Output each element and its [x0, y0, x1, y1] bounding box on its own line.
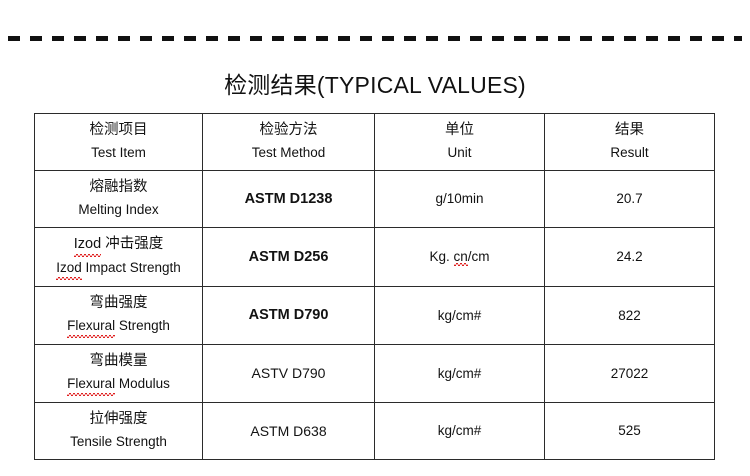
page-title: 检测结果(TYPICAL VALUES)	[224, 72, 526, 98]
cell-test-method: ASTM D638	[202, 402, 375, 460]
header-result-cn: 结果	[615, 122, 644, 138]
cell-test-method: ASTM D1238	[202, 170, 375, 228]
header-cell-unit: 单位 Unit	[374, 113, 545, 171]
table-row: 熔融指数 Melting Index ASTM D1238 g/10min 20…	[34, 170, 715, 228]
test-item-cn: 熔融指数	[89, 179, 148, 195]
test-method-value: ASTM D256	[248, 248, 329, 265]
dashed-cut-line	[8, 36, 742, 41]
table-row: Izod 冲击强度 Izod Impact Strength ASTM D256…	[34, 227, 715, 287]
table-row: 弯曲强度 Flexural Strength ASTM D790 kg/cm# …	[34, 286, 715, 345]
cell-result: 525	[544, 402, 715, 460]
header-cell-test-item: 检测项目 Test Item	[34, 113, 203, 171]
table-row: 弯曲模量 Flexural Modulus ASTV D790 kg/cm# 2…	[34, 344, 715, 403]
cell-test-item: 熔融指数 Melting Index	[34, 170, 203, 228]
cell-test-item: 弯曲强度 Flexural Strength	[34, 286, 203, 345]
header-unit-en: Unit	[447, 145, 472, 160]
cell-test-item: Izod 冲击强度 Izod Impact Strength	[34, 227, 203, 287]
cell-test-method: ASTV D790	[202, 344, 375, 403]
header-cell-result: 结果 Result	[544, 113, 715, 171]
cell-test-item: 弯曲模量 Flexural Modulus	[34, 344, 203, 403]
test-method-value: ASTM D1238	[244, 190, 333, 207]
header-test-method-en: Test Method	[251, 145, 326, 160]
cell-result: 24.2	[544, 227, 715, 287]
cell-result: 20.7	[544, 170, 715, 228]
header-cell-test-method: 检验方法 Test Method	[202, 113, 375, 171]
spellcheck-word: Flexural	[67, 374, 116, 396]
cell-unit: kg/cm#	[374, 344, 545, 403]
spellcheck-word: cn	[453, 248, 469, 266]
header-test-item-cn: 检测项目	[89, 122, 148, 138]
test-method-value: ASTV D790	[251, 365, 326, 381]
test-item-en: Flexural Strength	[39, 316, 198, 338]
test-item-en: Melting Index	[78, 202, 159, 217]
test-item-en: Izod Impact Strength	[39, 258, 198, 280]
test-item-cn: 拉伸强度	[89, 411, 148, 427]
cell-unit: kg/cm#	[374, 286, 545, 345]
spellcheck-word: Izod	[73, 234, 102, 257]
header-unit-cn: 单位	[445, 122, 474, 138]
header-test-item-en: Test Item	[91, 145, 146, 160]
spellcheck-word: Flexural	[67, 316, 116, 338]
test-item-cn: 弯曲模量	[89, 353, 148, 369]
cell-test-method: ASTM D256	[202, 227, 375, 287]
cell-unit: g/10min	[374, 170, 545, 228]
table-row: 拉伸强度 Tensile Strength ASTM D638 kg/cm# 5…	[34, 402, 715, 460]
test-method-value: ASTM D638	[250, 422, 327, 439]
test-item-cn: Izod 冲击强度	[39, 234, 198, 257]
spellcheck-word: Izod	[56, 258, 82, 280]
table-header-row: 检测项目 Test Item 检验方法 Test Method 单位 Unit …	[34, 113, 715, 171]
header-test-method-cn: 检验方法	[259, 122, 318, 138]
test-results-table: 检测项目 Test Item 检验方法 Test Method 单位 Unit …	[34, 113, 715, 460]
test-method-value: ASTM D790	[248, 307, 329, 323]
test-item-en: Flexural Modulus	[39, 374, 198, 396]
cell-result: 822	[544, 286, 715, 345]
test-item-cn: 弯曲强度	[89, 295, 148, 311]
cell-test-item: 拉伸强度 Tensile Strength	[34, 402, 203, 460]
cell-unit: Kg. cn/cm	[374, 227, 545, 287]
cell-test-method: ASTM D790	[202, 286, 375, 345]
cell-result: 27022	[544, 344, 715, 403]
header-result-en: Result	[610, 145, 649, 160]
test-item-en: Tensile Strength	[70, 434, 167, 449]
cell-unit: kg/cm#	[374, 402, 545, 460]
